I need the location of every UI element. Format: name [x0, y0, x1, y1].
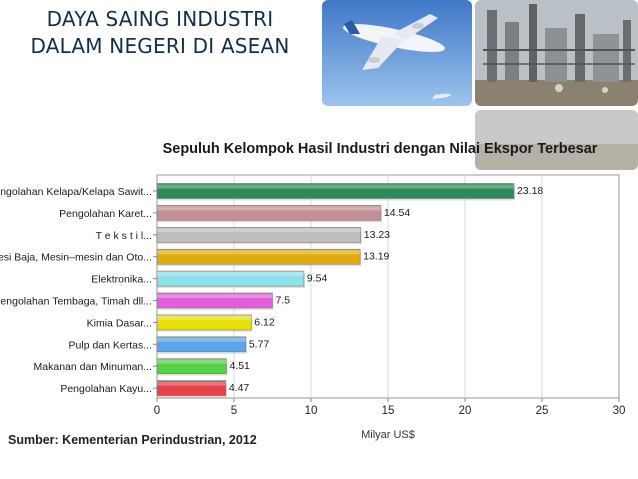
category-label: Pulp dan Kertas... [69, 339, 152, 351]
value-label: 23.18 [517, 185, 543, 197]
photo-strip [475, 110, 638, 170]
bars [156, 183, 515, 398]
value-label: 4.47 [229, 382, 250, 394]
x-tick-label: 5 [231, 405, 237, 417]
category-label: Pengolahan Tembaga, Timah dll... [0, 296, 152, 308]
value-labels: 23.18 14.54 13.23 13.19 9.54 7.56.12 5.77 4.51 4… [229, 185, 544, 394]
value-label: 9.54 [307, 273, 328, 285]
bar-highlight [157, 359, 227, 364]
category-label: Elektronika... [91, 274, 152, 286]
bar-highlight [157, 315, 252, 320]
value-label: 13.19 [363, 251, 389, 263]
category-labels: Pengolahan Kelapa/Kelapa Sawit... Pengola… [0, 186, 157, 395]
bar-highlight [157, 294, 273, 298]
category-label: Pengolahan Kelapa/Kelapa Sawit... [0, 186, 152, 198]
value-label: 7.5 [276, 295, 291, 307]
x-tick-label: 10 [305, 405, 318, 417]
x-tick-label: 15 [382, 405, 395, 417]
x-axis-ticks: 0 5 10 15 20 25 30 [154, 398, 626, 417]
category-label: Pengolahan Karet... [59, 208, 152, 220]
category-label: Kimia Dasar... [87, 317, 152, 329]
bar-highlight [157, 272, 304, 277]
value-label: 13.23 [364, 229, 390, 241]
category-label: Makanan dan Minuman... [34, 361, 152, 373]
x-axis-label: Milyar US$ [361, 429, 415, 441]
slide-title-line2: DALAM NEGERI DI ASEAN [30, 34, 290, 58]
x-tick-label: 0 [154, 405, 160, 417]
bar-highlight [157, 250, 361, 255]
refinery-photo [475, 0, 638, 106]
x-tick-label: 20 [459, 405, 472, 417]
x-tick-label: 25 [536, 405, 549, 417]
value-label: 14.54 [384, 207, 410, 219]
airplane-photo [322, 0, 472, 106]
x-tick-label: 30 [613, 405, 626, 417]
slide-title-line1: DAYA SAING INDUSTRI [46, 7, 274, 31]
category-label: Pengolahan Kayu... [60, 383, 152, 395]
bar-highlight [157, 206, 381, 211]
value-label: 5.77 [249, 338, 270, 350]
category-label: Besi Baja, Mesin–mesin dan Oto... [0, 252, 152, 264]
bar-highlight [157, 381, 226, 386]
bar-highlight [157, 228, 361, 233]
chart-title: Sepuluh Kelompok Hasil Industri dengan N… [163, 141, 598, 157]
source-note: Sumber: Kementerian Perindustrian, 2012 [8, 433, 257, 447]
value-label: 6.12 [254, 316, 275, 328]
category-label: T e k s t i l... [96, 230, 152, 242]
value-label: 4.51 [229, 360, 250, 372]
bar-highlight [157, 184, 514, 189]
bar-highlight [157, 337, 246, 342]
slide-title: DAYA SAING INDUSTRI DALAM NEGERI DI ASEA… [4, 6, 316, 60]
